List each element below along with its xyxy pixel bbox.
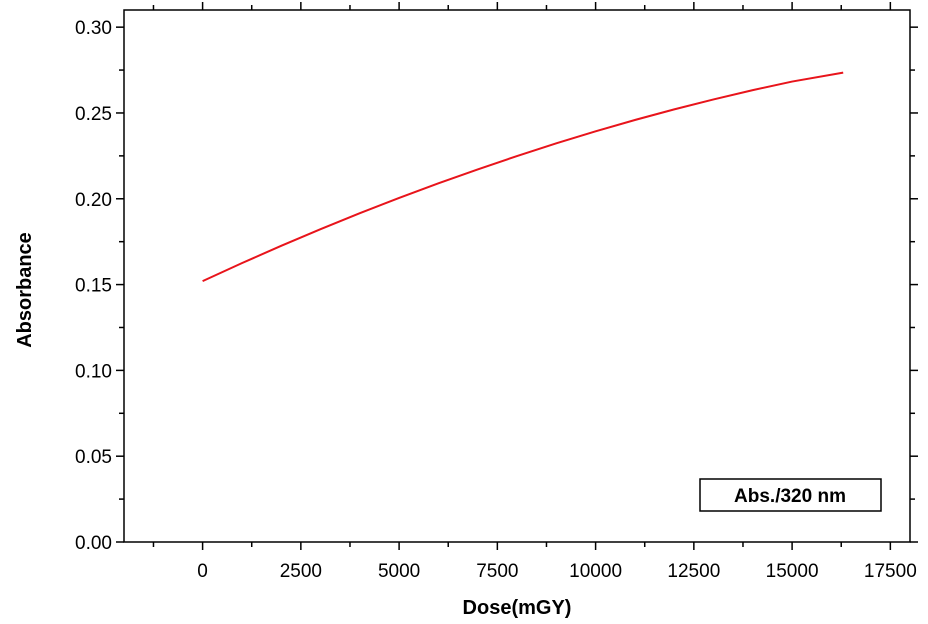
y-tick-label: 0.20 xyxy=(75,190,112,211)
y-tick-label: 0.30 xyxy=(75,18,112,39)
x-axis-title: Dose(mGY) xyxy=(463,597,572,619)
x-tick-label: 0 xyxy=(197,561,208,582)
series-line-abs-320nm xyxy=(202,71,844,283)
x-tick-label: 12500 xyxy=(667,561,720,582)
legend-label: Abs./320 nm xyxy=(734,486,846,507)
y-tick-label: 0.10 xyxy=(75,361,112,382)
y-tick-label: 0.25 xyxy=(75,104,112,125)
x-axis-ticks: 0 2500 5000 7500 10000 12500 15000 17500 xyxy=(152,2,917,582)
x-tick-label: 7500 xyxy=(476,561,518,582)
y-tick-label: 0.00 xyxy=(75,533,112,554)
y-tick-label: 0.15 xyxy=(75,276,112,297)
y-axis-title: Absorbance xyxy=(14,232,36,348)
plot-frame xyxy=(123,9,911,543)
x-tick-label: 2500 xyxy=(280,561,322,582)
x-tick-label: 5000 xyxy=(378,561,420,582)
legend: Abs./320 nm xyxy=(699,478,882,512)
x-tick-label: 17500 xyxy=(864,561,917,582)
legend-box xyxy=(699,478,882,512)
y-tick-label: 0.05 xyxy=(75,447,112,468)
y-axis-ticks: 0.00 0.05 0.10 0.15 0.20 0.25 0.30 xyxy=(75,18,918,554)
x-tick-label: 10000 xyxy=(569,561,622,582)
x-tick-label: 15000 xyxy=(766,561,819,582)
